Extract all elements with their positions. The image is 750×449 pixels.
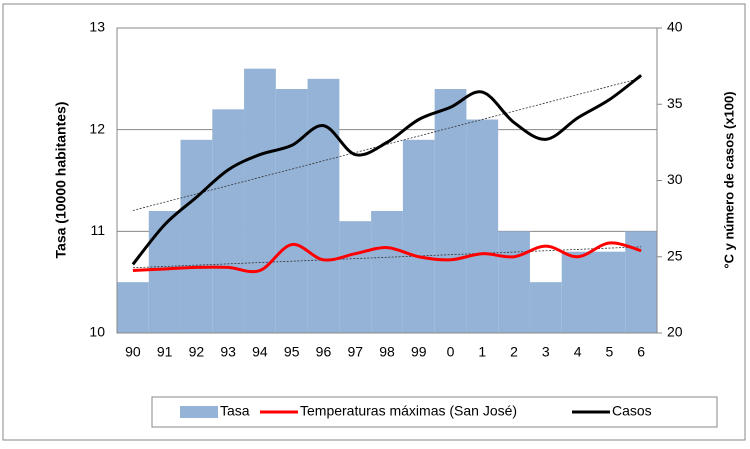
x-tick-label: 98 — [379, 344, 395, 360]
y2-tick-label: 20 — [667, 324, 683, 340]
line-series — [132, 241, 642, 274]
y-axis-title: Tasa (10000 habitantes) — [53, 102, 69, 259]
bar — [212, 109, 245, 333]
bar — [117, 282, 149, 333]
y2-tick-label: 40 — [667, 19, 683, 35]
bar — [180, 139, 213, 333]
legend-swatch — [180, 406, 218, 418]
x-tick-label: 2 — [510, 344, 518, 360]
plot-border — [116, 27, 658, 334]
bar — [466, 119, 499, 333]
x-tick-label: 93 — [220, 344, 236, 360]
legend-label: Temperaturas máximas (San José) — [300, 403, 517, 419]
y2-tick-label: 35 — [667, 95, 683, 111]
x-tick-label: 94 — [252, 344, 268, 360]
y2-axis-title: °C y número de casos (x100) — [721, 91, 736, 268]
y2-tick-label: 25 — [667, 247, 683, 263]
trend-line — [132, 77, 642, 211]
x-tick-label: 96 — [316, 344, 332, 360]
y-tick-label: 12 — [89, 120, 105, 136]
bar — [148, 211, 181, 333]
bar — [498, 231, 530, 333]
bar — [307, 78, 340, 333]
bar — [593, 251, 626, 333]
line-series — [131, 74, 643, 266]
x-tick-label: 3 — [542, 344, 550, 360]
x-tick-label: 92 — [189, 344, 205, 360]
bar — [275, 89, 308, 333]
x-tick-label: 95 — [284, 344, 300, 360]
x-tick-label: 97 — [347, 344, 363, 360]
x-tick-label: 6 — [637, 344, 645, 360]
x-tick-label: 1 — [478, 344, 486, 360]
x-tick-label: 90 — [125, 344, 141, 360]
legend-label: Tasa — [220, 403, 250, 419]
x-tick-label: 99 — [411, 344, 427, 360]
x-tick-label: 5 — [605, 344, 613, 360]
legend-box — [151, 396, 718, 428]
bar — [561, 251, 594, 333]
y2-tick-label: 30 — [667, 171, 683, 187]
y-tick-label: 11 — [90, 222, 105, 238]
y-tick-label: 10 — [89, 324, 105, 340]
x-tick-label: 91 — [157, 344, 173, 360]
bar — [529, 282, 562, 333]
y-tick-label: 13 — [89, 19, 105, 35]
legend-label: Casos — [612, 403, 652, 419]
bar — [434, 89, 467, 333]
x-tick-label: 4 — [574, 344, 582, 360]
bar — [244, 68, 276, 334]
bar — [402, 139, 435, 333]
bar — [339, 221, 372, 333]
x-tick-label: 0 — [447, 344, 455, 360]
bar — [371, 211, 403, 333]
